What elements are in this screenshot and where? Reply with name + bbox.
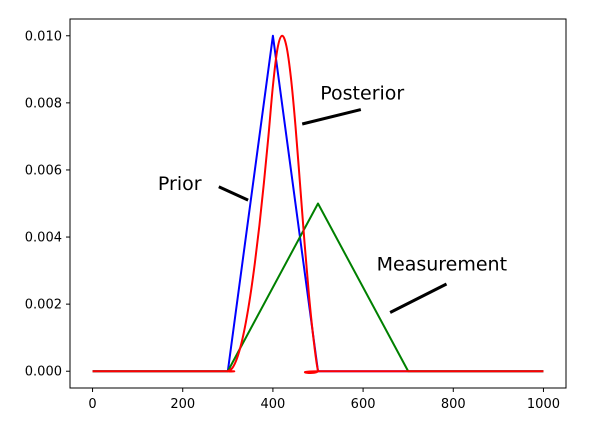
- x-tick-label: 0: [88, 397, 96, 412]
- y-tick-label: 0.002: [25, 298, 62, 313]
- y-tick-label: 0.000: [25, 365, 62, 380]
- x-tick-label: 800: [441, 397, 466, 412]
- annotation-measurement: Measurement: [377, 254, 507, 276]
- annotation-prior: Prior: [158, 173, 202, 195]
- x-tick-label: 200: [170, 397, 195, 412]
- x-tick-label: 1000: [527, 397, 560, 412]
- y-tick-label: 0.004: [25, 231, 62, 246]
- x-tick-label: 400: [260, 397, 285, 412]
- y-tick-label: 0.010: [25, 29, 62, 44]
- y-tick-label: 0.008: [25, 96, 62, 111]
- x-tick-label: 600: [351, 397, 376, 412]
- annotation-posterior: Posterior: [320, 83, 404, 105]
- y-tick-label: 0.006: [25, 163, 62, 178]
